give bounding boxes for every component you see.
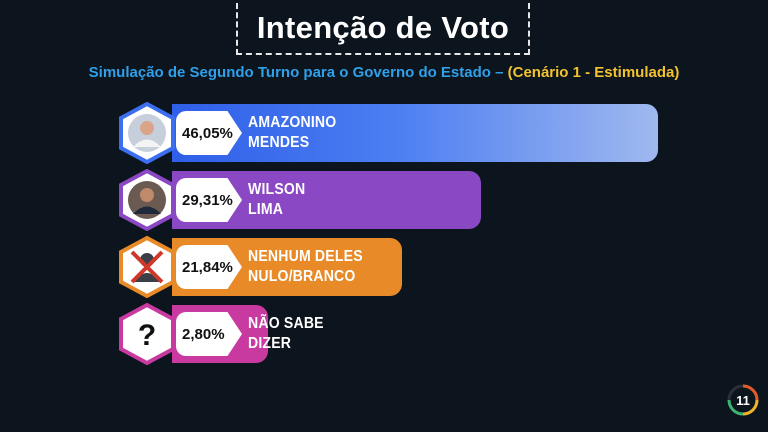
page-title: Intenção de Voto (256, 10, 510, 45)
percent-label: 29,31% (176, 178, 242, 222)
channel-11-logo: 11 (727, 384, 759, 416)
category-line-2: NULO/BRANCO (248, 268, 356, 285)
bar-row: 29,31% WILSON LIMA (0, 168, 768, 232)
category-label: NÃO SABE DIZER (248, 314, 324, 354)
category-line-2: DIZER (248, 335, 292, 352)
bar-row: 21,84% NENHUM DELES NULO/BRANCO (0, 235, 768, 299)
bar-row: 2,80% NÃO SABE DIZER? (0, 302, 768, 366)
title-box: Intenção de Voto (236, 3, 530, 55)
category-line-1: NENHUM DELES (248, 248, 363, 265)
svg-text:?: ? (138, 319, 156, 352)
category-label: NENHUM DELES NULO/BRANCO (248, 247, 363, 287)
candidate-photo-icon (119, 102, 175, 164)
bar-row: 46,05% AMAZONINO MENDES (0, 101, 768, 165)
question-mark-icon: ? (119, 303, 175, 365)
subtitle: Simulação de Segundo Turno para o Govern… (0, 64, 768, 81)
category-line-2: LIMA (248, 201, 284, 218)
subtitle-highlight: (Cenário 1 - Estimulada) (507, 64, 680, 81)
percent-label: 21,84% (176, 245, 242, 289)
subtitle-main: Simulação de Segundo Turno para o Govern… (88, 64, 504, 81)
bar (172, 104, 658, 162)
category-line-1: WILSON (248, 181, 306, 198)
category-line-1: NÃO SABE (248, 315, 324, 332)
category-line-1: AMAZONINO (248, 114, 337, 131)
crossed-person-icon (119, 236, 175, 298)
category-line-2: MENDES (248, 134, 310, 151)
category-label: AMAZONINO MENDES (248, 113, 336, 153)
percent-label: 46,05% (176, 111, 242, 155)
candidate-photo-icon (119, 169, 175, 231)
percent-label: 2,80% (176, 312, 242, 356)
category-label: WILSON LIMA (248, 180, 305, 220)
logo-text: 11 (736, 393, 750, 408)
